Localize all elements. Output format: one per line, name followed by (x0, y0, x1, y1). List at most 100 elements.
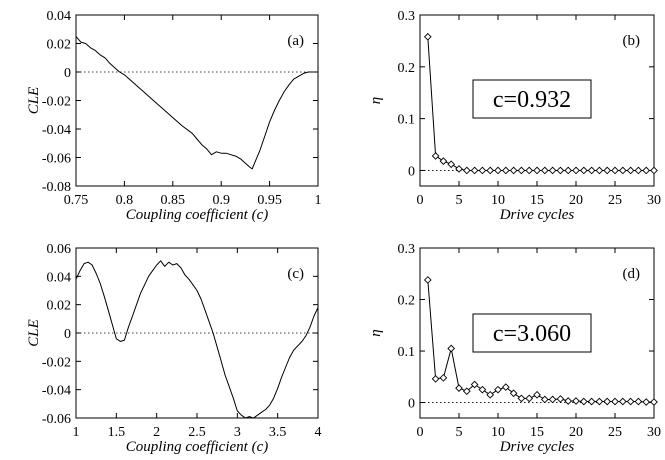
x-tick-label: 10 (491, 425, 505, 440)
data-point-marker (486, 166, 495, 175)
data-point-marker (486, 390, 495, 399)
x-tick-label: 30 (647, 193, 661, 208)
data-point-marker (540, 395, 549, 404)
data-point-marker (572, 397, 580, 405)
data-point-marker (533, 166, 541, 175)
data-point-marker (618, 397, 627, 406)
y-tick-label: 0.04 (47, 9, 72, 24)
y-tick-label: 0 (408, 164, 415, 179)
data-point-marker (603, 397, 612, 406)
x-tick-label: 4 (315, 425, 322, 440)
data-point-marker (509, 166, 518, 175)
data-point-marker (533, 390, 541, 399)
x-tick-label: 25 (608, 425, 622, 440)
x-tick-label: 1 (73, 425, 80, 440)
y-tick-label: 0.04 (47, 270, 72, 285)
y-tick-label: 0.1 (398, 345, 416, 360)
panel-label: (d) (623, 266, 641, 282)
y-tick-label: 0.3 (398, 242, 416, 257)
x-tick-label: 0.95 (257, 193, 282, 208)
y-axis-label: CLE (26, 319, 42, 347)
x-tick-label: 0.85 (161, 193, 186, 208)
data-point-marker (650, 398, 658, 406)
y-axis-label: η (368, 97, 384, 104)
data-point-marker (478, 166, 487, 175)
x-axis-label: Coupling coefficient (c) (126, 439, 268, 455)
data-point-marker (587, 397, 596, 406)
panel-b: 0 5 10 15 20 25 30 0 0.1 0.2 0.3 c=0.932 (b) Drive cy… (368, 9, 661, 223)
y-tick-label: 0.2 (398, 61, 416, 76)
x-axis-label: Drive cycles (499, 207, 575, 223)
data-point-marker (423, 32, 432, 41)
data-point-marker (642, 398, 651, 406)
x-tick-label: 15 (530, 193, 544, 208)
panel-d: 0 5 10 15 20 25 30 0 0.1 0.2 0.3 c=3.060 (d) Drive cy… (368, 242, 661, 455)
plot-frame (75, 14, 319, 187)
data-point-marker (579, 397, 588, 406)
y-axis-label: η (368, 329, 384, 336)
data-point-marker (517, 394, 526, 403)
data-point-marker (462, 387, 471, 396)
data-point-marker (501, 166, 510, 175)
x-tick-label: 3.5 (269, 425, 287, 440)
data-point-marker (447, 344, 456, 353)
x-tick-label: 15 (530, 425, 544, 440)
data-point-marker (548, 166, 557, 175)
data-point-marker (626, 166, 635, 175)
data-point-marker (564, 166, 573, 175)
series-line (75, 36, 318, 170)
data-point-marker (587, 166, 596, 175)
data-point-marker (564, 397, 573, 405)
x-tick-label: 3 (234, 425, 241, 440)
x-tick-label: 25 (608, 193, 622, 208)
x-tick-label: 20 (569, 193, 583, 208)
y-tick-label: -0.06 (42, 152, 71, 167)
data-point-marker (494, 166, 502, 175)
data-point-marker (517, 166, 526, 175)
x-axis-label: Drive cycles (499, 439, 575, 455)
data-point-marker (634, 166, 643, 175)
data-point-marker (509, 389, 518, 398)
x-axis-label: Coupling coefficient (c) (126, 207, 268, 223)
y-tick-label: 0.02 (47, 38, 72, 53)
y-axis-label: CLE (26, 87, 42, 115)
panel-c: 1 1.5 2 2.5 3 3.5 4 -0.06 -0.04 -0.02 0 0.02 0.04 0.0… (26, 242, 322, 455)
data-point-marker (540, 166, 549, 175)
x-tick-label: 2.5 (188, 425, 206, 440)
x-tick-label: 1 (315, 193, 322, 208)
data-point-marker (579, 166, 588, 175)
x-tick-label: 10 (491, 193, 505, 208)
data-point-marker (447, 160, 456, 169)
panel-a: 0.75 0.8 0.85 0.9 0.95 1 -0.08 -0.06 -0.04 -0.02 0… (26, 9, 322, 223)
data-point-marker (470, 380, 479, 389)
y-tick-label: -0.06 (42, 412, 71, 427)
x-tick-label: 1.5 (108, 425, 126, 440)
x-tick-label: 0 (417, 193, 424, 208)
data-point-marker (501, 383, 510, 391)
annotation-box (472, 79, 592, 119)
x-tick-label: 0.8 (116, 193, 134, 208)
data-point-marker (548, 395, 557, 404)
data-point-marker (572, 166, 580, 175)
panel-label: (c) (287, 266, 304, 282)
x-tick-label: 20 (569, 425, 583, 440)
x-tick-label: 0.9 (212, 193, 230, 208)
x-tick-label: 30 (647, 425, 661, 440)
data-point-marker (431, 152, 440, 160)
y-tick-label: 0.1 (398, 113, 416, 128)
data-point-marker (462, 166, 471, 175)
data-point-marker (494, 385, 502, 394)
data-point-marker (611, 397, 619, 406)
y-tick-label: -0.02 (42, 355, 71, 370)
y-tick-label: -0.02 (42, 95, 71, 110)
x-tick-label: 0.75 (64, 193, 89, 208)
data-point-marker (423, 276, 432, 284)
data-point-marker (626, 397, 635, 406)
data-point-marker (455, 384, 463, 392)
data-point-marker (439, 157, 448, 165)
data-point-marker (634, 397, 643, 406)
data-point-marker (478, 385, 487, 394)
y-tick-label: 0 (64, 66, 71, 81)
annotation-box (472, 313, 592, 353)
data-point-marker (439, 373, 448, 382)
